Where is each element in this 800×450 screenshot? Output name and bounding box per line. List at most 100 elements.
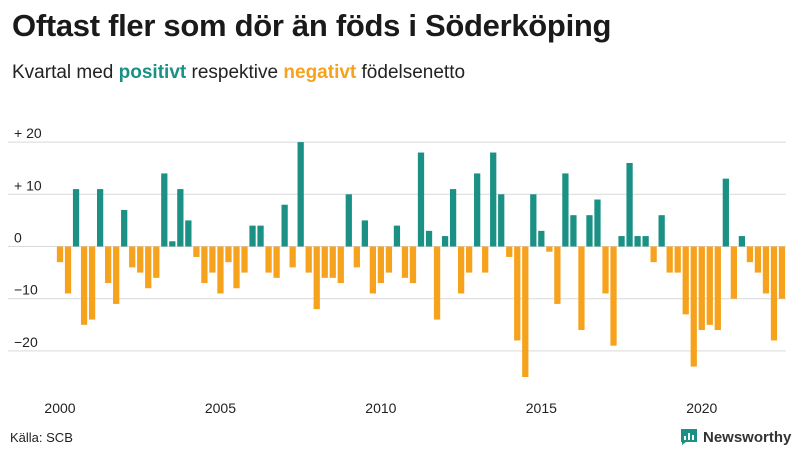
bar	[201, 246, 208, 284]
bar	[113, 246, 120, 304]
bar	[441, 236, 449, 247]
bar	[562, 173, 569, 247]
y-tick-label: + 20	[14, 125, 42, 141]
bar	[289, 246, 296, 268]
bar	[129, 246, 136, 268]
subtitle-prefix: Kvartal med	[12, 62, 114, 83]
bar	[666, 246, 673, 273]
bar	[121, 209, 128, 247]
bar	[257, 225, 264, 247]
bar	[586, 215, 593, 247]
x-tick-label: 2000	[44, 400, 75, 416]
bar	[698, 246, 705, 331]
bar	[153, 246, 160, 278]
bar	[770, 246, 778, 341]
bar	[594, 199, 601, 247]
bar	[345, 194, 352, 247]
subtitle-negative-label: negativt	[283, 62, 357, 83]
y-tick-label: + 10	[14, 177, 42, 193]
x-tick-label: 2020	[686, 400, 717, 416]
bar	[522, 246, 529, 377]
brand-logo: Newsworthy	[680, 426, 791, 448]
x-tick-label: 2010	[365, 400, 396, 416]
bar	[265, 246, 272, 273]
subtitle-positive-label: positivt	[118, 62, 187, 83]
bar	[401, 246, 409, 278]
bar	[169, 241, 176, 247]
bar	[233, 246, 240, 289]
bar	[297, 142, 304, 247]
bar	[217, 246, 224, 294]
bar	[393, 225, 401, 247]
bar	[714, 246, 721, 331]
bar	[626, 162, 633, 247]
bar	[578, 246, 585, 331]
newsworthy-logo-icon	[680, 428, 698, 446]
bar	[538, 230, 545, 247]
bar	[738, 236, 746, 247]
bar	[185, 220, 192, 247]
bar	[80, 246, 88, 325]
bar	[409, 246, 417, 284]
bar	[449, 189, 457, 247]
bar	[161, 173, 168, 247]
bar	[658, 215, 665, 247]
bar	[466, 246, 473, 273]
bar	[730, 246, 737, 299]
bar	[313, 246, 320, 310]
brand-name: Newsworthy	[703, 428, 792, 446]
bar	[137, 246, 144, 273]
bar	[762, 246, 770, 294]
bar	[417, 152, 425, 247]
chart-title: Oftast fler som dör än föds i Söderköpin…	[12, 8, 612, 43]
bar	[706, 246, 713, 325]
bar	[546, 246, 553, 252]
y-tick-label: 0	[14, 230, 22, 246]
bar	[385, 246, 393, 273]
bar	[618, 236, 625, 247]
bar	[249, 225, 256, 247]
bar	[337, 246, 344, 284]
bar	[145, 246, 152, 289]
bar	[554, 246, 561, 304]
bar	[650, 246, 657, 263]
bar	[754, 246, 762, 273]
bar	[690, 246, 697, 367]
bar	[241, 246, 248, 273]
bar	[305, 246, 312, 273]
bar	[634, 236, 641, 247]
bar	[433, 246, 441, 320]
bar	[570, 215, 577, 247]
bar	[225, 246, 232, 263]
x-tick-label: 2015	[526, 400, 557, 416]
bar	[474, 173, 481, 247]
bar	[642, 236, 649, 247]
y-tick-label: −20	[14, 334, 38, 350]
bar	[377, 246, 385, 284]
bar	[778, 246, 786, 299]
source-note: Källa: SCB	[10, 430, 73, 445]
bar	[506, 246, 513, 257]
bar	[369, 246, 376, 294]
bar	[177, 189, 184, 247]
bar	[425, 230, 433, 247]
bar	[682, 246, 689, 315]
bar	[746, 246, 754, 263]
bar	[105, 246, 112, 284]
bar	[329, 246, 336, 278]
bar	[490, 152, 497, 247]
x-tick-label: 2005	[205, 400, 236, 416]
bar	[72, 189, 80, 247]
subtitle-suffix: födelsenetto	[361, 62, 466, 83]
bar	[281, 204, 288, 247]
subtitle-middle: respektive	[191, 62, 279, 83]
bar	[361, 220, 368, 247]
bar	[674, 246, 681, 273]
bar	[273, 246, 280, 278]
bar	[56, 246, 64, 263]
bar	[457, 246, 465, 294]
bar	[602, 246, 609, 294]
chart-subtitle: Kvartal med positivt respektive negativt…	[12, 62, 465, 84]
bar	[482, 246, 489, 273]
